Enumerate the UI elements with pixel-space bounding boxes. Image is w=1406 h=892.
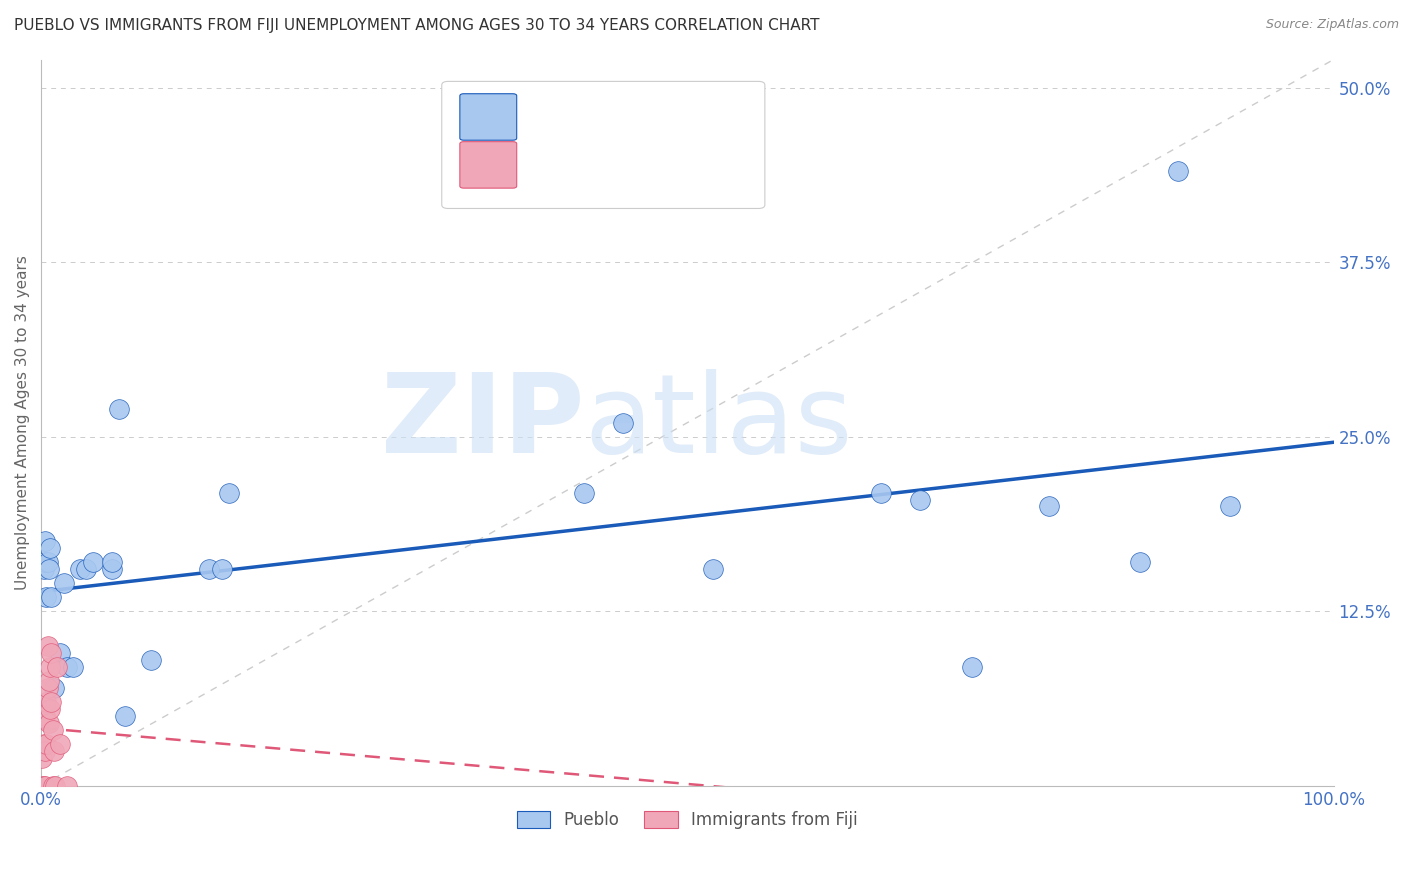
Point <box>31 751 53 765</box>
Point <box>960 660 983 674</box>
Point <box>53 576 76 591</box>
Point <box>56 660 79 674</box>
Point <box>34 779 56 793</box>
Point <box>45 660 67 674</box>
Point <box>34 534 56 549</box>
Point <box>42 779 65 793</box>
Point <box>1038 500 1060 514</box>
Text: N =: N = <box>647 108 695 126</box>
Point <box>41 646 63 660</box>
Point <box>32 562 55 576</box>
Point <box>39 660 62 674</box>
Point <box>702 562 724 576</box>
Point <box>198 562 221 576</box>
Point <box>32 737 55 751</box>
Point <box>37 555 59 569</box>
Point <box>49 737 72 751</box>
Point <box>34 744 56 758</box>
Point <box>82 555 104 569</box>
Text: R =: R = <box>529 108 564 126</box>
Point <box>114 709 136 723</box>
Point <box>612 416 634 430</box>
Point <box>75 562 97 576</box>
Text: Source: ZipAtlas.com: Source: ZipAtlas.com <box>1265 18 1399 31</box>
Point <box>101 555 124 569</box>
Point <box>38 674 60 689</box>
Point <box>37 681 59 695</box>
Point <box>35 737 58 751</box>
Text: 0.321: 0.321 <box>578 108 630 126</box>
Point <box>870 485 893 500</box>
Text: ZIP: ZIP <box>381 369 583 476</box>
FancyBboxPatch shape <box>441 81 765 209</box>
Point <box>218 485 240 500</box>
Point <box>69 562 91 576</box>
Point <box>1129 555 1152 569</box>
Point <box>44 779 66 793</box>
Point <box>41 591 63 605</box>
Point <box>56 779 79 793</box>
Point <box>38 715 60 730</box>
Point <box>31 779 53 793</box>
Point <box>39 541 62 556</box>
FancyBboxPatch shape <box>460 94 517 140</box>
Point <box>39 702 62 716</box>
Point <box>101 562 124 576</box>
Y-axis label: Unemployment Among Ages 30 to 34 years: Unemployment Among Ages 30 to 34 years <box>15 255 30 591</box>
Point <box>1167 164 1189 178</box>
Point <box>908 492 931 507</box>
Legend: Pueblo, Immigrants from Fiji: Pueblo, Immigrants from Fiji <box>510 804 865 836</box>
Text: R =: R = <box>529 156 564 174</box>
Point <box>572 485 595 500</box>
Point <box>211 562 233 576</box>
Text: 0.227: 0.227 <box>578 156 630 174</box>
Text: N =: N = <box>647 156 695 174</box>
Point <box>107 401 129 416</box>
Text: atlas: atlas <box>583 369 852 476</box>
Point <box>42 681 65 695</box>
Point <box>35 695 58 709</box>
Point <box>34 555 56 569</box>
Text: 24: 24 <box>707 156 730 174</box>
Text: PUEBLO VS IMMIGRANTS FROM FIJI UNEMPLOYMENT AMONG AGES 30 TO 34 YEARS CORRELATIO: PUEBLO VS IMMIGRANTS FROM FIJI UNEMPLOYM… <box>14 18 820 33</box>
Point <box>32 779 55 793</box>
Point <box>41 695 63 709</box>
Point <box>49 646 72 660</box>
Point <box>62 660 84 674</box>
Point <box>38 562 60 576</box>
FancyBboxPatch shape <box>460 142 517 188</box>
Point <box>139 653 162 667</box>
Text: 34: 34 <box>707 108 730 126</box>
Point <box>1219 500 1241 514</box>
Point <box>34 709 56 723</box>
Point <box>35 591 58 605</box>
Point <box>42 744 65 758</box>
Point <box>37 639 59 653</box>
Point <box>42 723 65 737</box>
